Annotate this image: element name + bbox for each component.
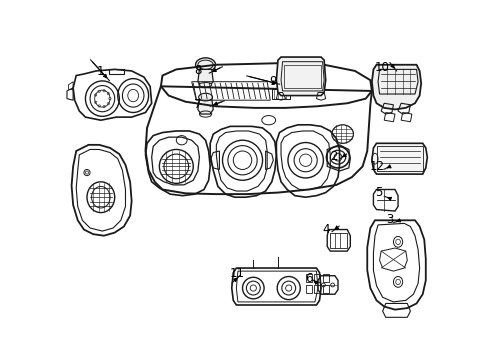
Polygon shape: [371, 143, 427, 174]
Text: 1: 1: [96, 65, 103, 78]
Polygon shape: [276, 57, 325, 95]
Ellipse shape: [198, 93, 212, 101]
Text: 7: 7: [194, 98, 201, 111]
Text: 10: 10: [374, 61, 389, 74]
Text: 4: 4: [322, 223, 329, 236]
Polygon shape: [198, 99, 213, 114]
Bar: [376, 147, 422, 171]
Text: 3: 3: [386, 213, 393, 226]
Bar: [305, 274, 311, 282]
Text: 8: 8: [194, 64, 201, 77]
Polygon shape: [371, 65, 420, 109]
Bar: [305, 285, 311, 293]
Bar: [284, 65, 321, 88]
Bar: [329, 233, 346, 248]
Ellipse shape: [195, 58, 215, 72]
Text: 12: 12: [369, 160, 384, 173]
Bar: [322, 274, 328, 282]
Text: 6: 6: [305, 272, 312, 285]
Ellipse shape: [199, 82, 211, 87]
Bar: [313, 274, 320, 282]
Bar: [313, 285, 320, 293]
Bar: [322, 285, 328, 293]
Polygon shape: [198, 69, 213, 85]
Text: 9: 9: [269, 75, 276, 88]
Text: 11: 11: [229, 267, 244, 280]
Text: 5: 5: [374, 186, 382, 199]
Text: 2: 2: [329, 150, 337, 163]
